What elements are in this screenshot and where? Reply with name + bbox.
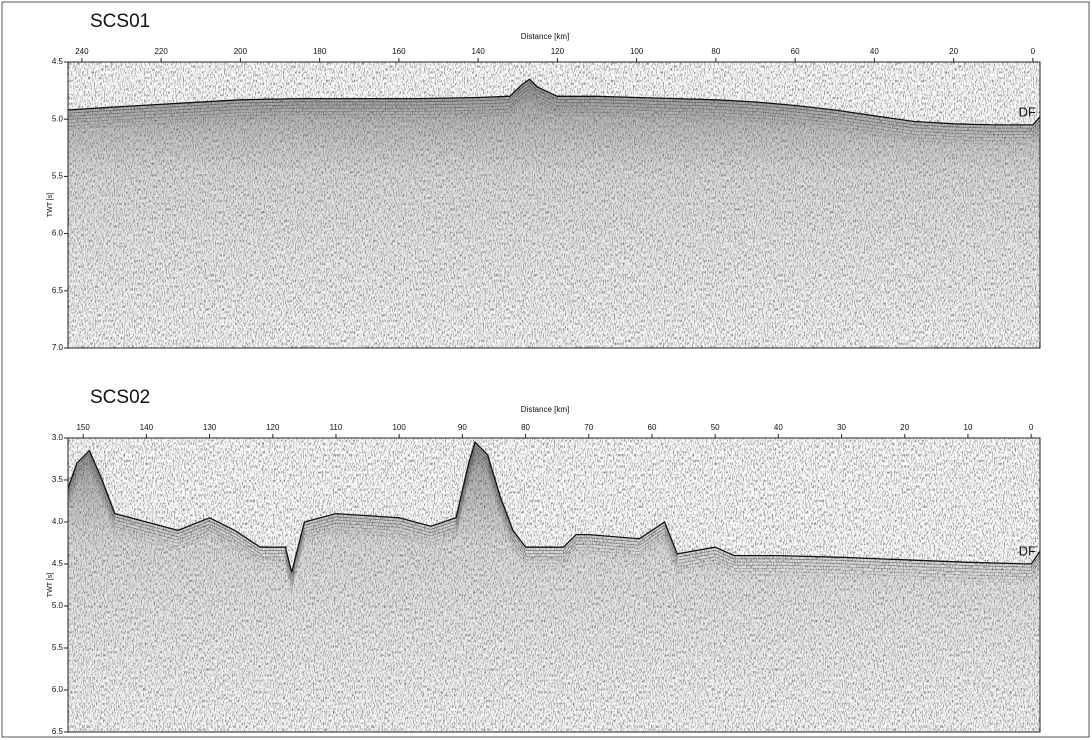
x-tick-label: 150 [76,423,90,432]
x-tick-label: 100 [392,423,406,432]
y-tick-label: 4.5 [52,57,64,66]
y-tick-label: 5.5 [52,172,64,181]
x-axis-label: Distance [km] [521,32,569,41]
y-tick-label: 6.5 [52,727,64,736]
x-tick-label: 20 [900,423,909,432]
x-tick-label: 30 [837,423,846,432]
y-tick-label: 4.5 [52,559,64,568]
x-tick-label: 160 [392,47,406,56]
x-tick-label: 120 [551,47,565,56]
y-axis-label: TWT [s] [47,193,54,217]
sediment-shading [68,79,1040,348]
x-tick-label: 110 [330,423,343,432]
y-tick-label: 7.0 [52,343,64,352]
annotation: DF [1019,104,1036,119]
x-axis-label: Distance [km] [521,405,569,414]
x-tick-label: 80 [711,47,720,56]
seismic-section [68,438,1040,732]
y-tick-label: 5.0 [52,114,64,123]
x-tick-label: 60 [648,423,657,432]
x-tick-label: 90 [458,423,467,432]
x-tick-label: 180 [313,47,327,56]
x-tick-label: 0 [1029,423,1034,432]
figure: 2402202001801601401201008060402004.55.05… [0,0,1092,740]
x-tick-label: 0 [1031,47,1036,56]
x-tick-label: 70 [584,423,593,432]
x-tick-label: 240 [75,47,89,56]
y-tick-label: 5.5 [52,643,64,652]
x-tick-label: 200 [234,47,248,56]
seismic-section [68,62,1040,348]
y-tick-label: 5.0 [52,601,64,610]
x-tick-label: 80 [521,423,530,432]
x-tick-label: 40 [774,423,783,432]
x-tick-label: 140 [140,423,154,432]
x-tick-label: 60 [791,47,800,56]
x-tick-label: 20 [949,47,958,56]
x-tick-label: 50 [711,423,720,432]
y-tick-label: 3.0 [52,433,64,442]
x-tick-label: 130 [203,423,217,432]
x-tick-label: 10 [964,423,973,432]
y-tick-label: 4.0 [52,517,64,526]
x-tick-label: 120 [266,423,280,432]
y-tick-label: 3.5 [52,475,64,484]
x-tick-label: 220 [154,47,168,56]
x-tick-label: 140 [471,47,485,56]
x-tick-label: 40 [870,47,879,56]
y-axis-label: TWT [s] [47,573,54,597]
y-tick-label: 6.5 [52,286,64,295]
annotation: DF [1019,543,1036,558]
x-tick-label: 100 [630,47,644,56]
y-tick-label: 6.0 [52,229,64,238]
panel-title: SCS01 [90,11,150,32]
y-tick-label: 6.0 [52,685,64,694]
panel-title: SCS02 [90,387,150,408]
